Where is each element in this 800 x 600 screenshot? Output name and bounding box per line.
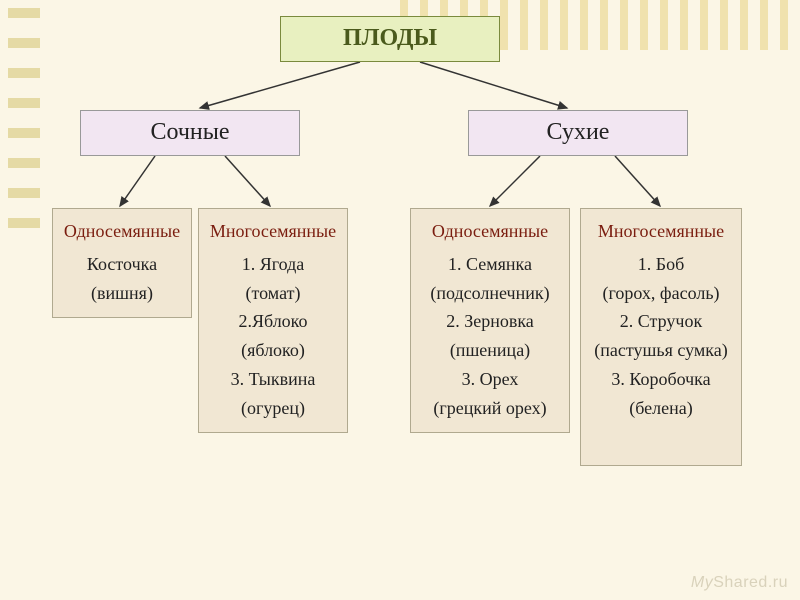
leaf-line: (горох, фасоль) — [585, 279, 737, 308]
leaf-line: 3. Коробочка — [585, 365, 737, 394]
leaf-line: (подсолнечник) — [415, 279, 565, 308]
leaf-line: (томат) — [203, 279, 343, 308]
leaf-juicy-single: Односемянные Косточка(вишня) — [52, 208, 192, 318]
leaf-line: (вишня) — [57, 279, 187, 308]
leaf-line: (грецкий орех) — [415, 394, 565, 423]
category-dry: Сухие — [468, 110, 688, 156]
watermark: MyShared.ru — [691, 574, 788, 592]
root-node: ПЛОДЫ — [280, 16, 500, 62]
leaf-line: 2. Стручок — [585, 307, 737, 336]
leaf-line: 3. Орех — [415, 365, 565, 394]
leaf-line: 1. Боб — [585, 250, 737, 279]
leaf-line: 1. Ягода — [203, 250, 343, 279]
root-label: ПЛОДЫ — [343, 25, 437, 51]
category-label: Сочные — [150, 119, 229, 145]
leaf-line: (пастушья сумка) — [585, 336, 737, 365]
leaf-title: Многосемянные — [203, 217, 343, 246]
leaf-line: (огурец) — [203, 394, 343, 423]
category-juicy: Сочные — [80, 110, 300, 156]
leaf-title: Многосемянные — [585, 217, 737, 246]
category-label: Сухие — [547, 119, 610, 145]
leaf-title: Односемянные — [415, 217, 565, 246]
decoration-left — [8, 8, 40, 228]
leaf-juicy-multi: Многосемянные 1. Ягода(томат)2.Яблоко(ябл… — [198, 208, 348, 433]
leaf-line: (пшеница) — [415, 336, 565, 365]
watermark-right: Shared.ru — [713, 574, 788, 591]
leaf-line: 1. Семянка — [415, 250, 565, 279]
leaf-line: 2.Яблоко — [203, 307, 343, 336]
leaf-line: (яблоко) — [203, 336, 343, 365]
leaf-line: Косточка — [57, 250, 187, 279]
leaf-line: 3. Тыквина — [203, 365, 343, 394]
leaf-title: Односемянные — [57, 217, 187, 246]
leaf-dry-multi: Многосемянные 1. Боб(горох, фасоль)2. Стр… — [580, 208, 742, 466]
watermark-left: My — [691, 574, 713, 591]
leaf-dry-single: Односемянные 1. Семянка(подсолнечник)2. З… — [410, 208, 570, 433]
leaf-line: (белена) — [585, 394, 737, 423]
leaf-line: 2. Зерновка — [415, 307, 565, 336]
